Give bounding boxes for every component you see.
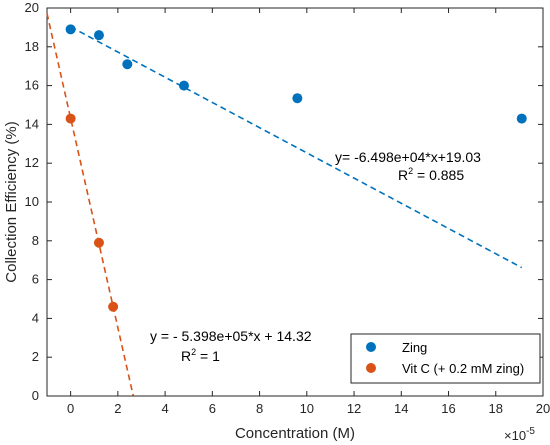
x-axis-label: Concentration (M) [235,425,355,442]
x-tick-label: 6 [209,401,216,416]
data-point-series-0 [93,30,104,41]
y-tick-label: 14 [25,116,39,131]
y-tick-label: 16 [25,78,39,93]
vitc-fit-r2-sup: 2 [191,347,196,357]
data-point-series-0 [178,80,189,91]
x-tick-label: 0 [67,401,74,416]
x-tick-label: 8 [256,401,263,416]
x-tick-label: 20 [536,401,550,416]
zing-fit-r2-value: = 0.885 [413,167,464,183]
y-tick-label: 10 [25,194,39,209]
plot-area [46,7,544,397]
legend-label-vitc: Vit C (+ 0.2 mM zing) [402,361,524,376]
y-tick-label: 12 [25,155,39,170]
zing-fit-r2: R2 = 0.885 [398,166,464,183]
y-tick-label: 18 [25,39,39,54]
x-multiplier-base: ×10 [504,428,526,443]
y-tick-label: 2 [32,349,39,364]
y-tick-label: 0 [32,388,39,403]
x-multiplier-exponent: -5 [526,426,535,437]
data-point-series-0 [122,59,133,70]
vitc-fit-r2-label: R [181,348,191,364]
y-tick-label: 8 [32,233,39,248]
fit-line-series-0 [70,26,523,269]
x-tick-label: 12 [347,401,361,416]
vitc-fit-r2: R2 = 1 [181,347,220,364]
x-tick-label: 16 [441,401,455,416]
vitc-fit-equation: y = - 5.398e+05*x + 14.32 [150,328,312,344]
legend-label-zing: Zing [402,340,427,355]
y-axis-label: Collection Efficiency (%) [3,121,20,282]
zing-fit-r2-label: R [398,167,408,183]
x-tick-label: 18 [489,401,503,416]
x-multiplier: ×10-5 [504,426,535,443]
fit-lines [46,13,523,396]
y-tick-label: 6 [32,272,39,287]
x-tick-label: 10 [300,401,314,416]
data-points [65,24,527,312]
zing-fit-r2-sup: 2 [408,166,413,176]
y-axis-ticks: 0 2 4 6 8 10 12 14 16 18 20 [25,0,543,403]
legend-marker-vitc [366,363,376,373]
x-tick-label: 14 [394,401,408,416]
x-tick-label: 2 [114,401,121,416]
x-axis-ticks: 0 2 4 6 8 10 12 14 16 18 20 [67,8,550,416]
y-tick-label: 20 [25,0,39,15]
data-point-series-1 [108,301,119,312]
data-point-series-0 [516,113,527,124]
data-point-series-1 [65,113,76,124]
data-point-series-0 [292,93,303,104]
x-tick-label: 4 [161,401,168,416]
legend-box [350,333,541,384]
legend-marker-zing [366,342,376,352]
y-tick-label: 4 [32,310,39,325]
legend: Zing Vit C (+ 0.2 mM zing) [350,333,541,384]
fit-line-series-1 [46,13,134,396]
data-point-series-1 [93,237,104,248]
zing-fit-equation: y= -6.498e+04*x+19.03 [335,149,481,165]
vitc-fit-r2-value: = 1 [196,348,220,364]
data-point-series-0 [65,24,76,35]
